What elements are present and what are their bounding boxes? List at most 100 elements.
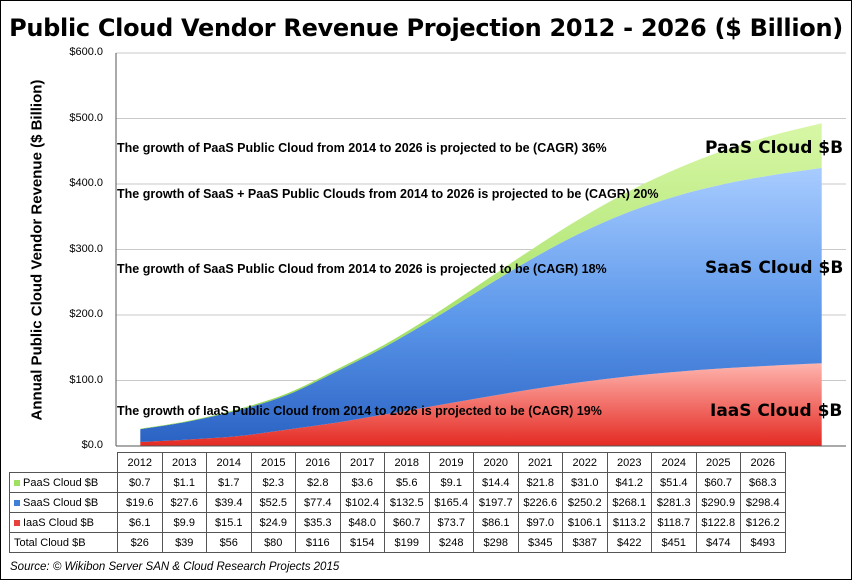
table-cell: $1.1 bbox=[161, 472, 207, 493]
table-cell: $102.4 bbox=[339, 492, 385, 513]
table-cell: $39.4 bbox=[206, 492, 252, 513]
table-cell: $80 bbox=[250, 532, 296, 553]
table-row-label: IaaS Cloud $B bbox=[9, 512, 118, 533]
table-row: IaaS Cloud $B $6.1 $9.9 $15.1 $24.9 $35.3 $48.… bbox=[9, 512, 786, 533]
x-tick-label: 2013 bbox=[161, 452, 207, 473]
table-cell: $268.1 bbox=[606, 492, 652, 513]
legend-swatch bbox=[14, 519, 20, 526]
table-cell: $14.4 bbox=[473, 472, 519, 493]
annotation-saas-growth: The growth of SaaS Public Cloud from 201… bbox=[117, 262, 607, 276]
table-cell: $15.1 bbox=[206, 512, 252, 533]
table-cell: $250.2 bbox=[562, 492, 608, 513]
table-row: PaaS Cloud $B $0.7 $1.1 $1.7 $2.3 $2.8 $3.6 $5.… bbox=[9, 472, 786, 493]
table-row-label: PaaS Cloud $B bbox=[9, 472, 118, 493]
table-cell: $9.9 bbox=[161, 512, 207, 533]
table-cell: $298.4 bbox=[740, 492, 786, 513]
table-cell: $493 bbox=[740, 532, 786, 553]
table-cell: $19.6 bbox=[117, 492, 163, 513]
source-note: Source: © Wikibon Server SAN & Cloud Res… bbox=[10, 561, 340, 573]
x-tick-label: 2021 bbox=[517, 452, 563, 473]
table-cell: $27.6 bbox=[161, 492, 207, 513]
table-cell: $298 bbox=[473, 532, 519, 553]
table-cell: $48.0 bbox=[339, 512, 385, 533]
table-row-label: Total Cloud $B bbox=[9, 532, 118, 553]
table-cell: $60.7 bbox=[384, 512, 430, 533]
table-cell: $113.2 bbox=[606, 512, 652, 533]
table-cell: $60.7 bbox=[695, 472, 741, 493]
table-cell: $122.8 bbox=[695, 512, 741, 533]
table-cell: $73.7 bbox=[428, 512, 474, 533]
x-tick-label: 2024 bbox=[651, 452, 697, 473]
table-cell: $41.2 bbox=[606, 472, 652, 493]
table-row: SaaS Cloud $B $19.6 $27.6 $39.4 $52.5 $77.4 $1… bbox=[9, 492, 786, 513]
chart-title: Public Cloud Vendor Revenue Projection 2… bbox=[9, 14, 843, 42]
table-cell: $116 bbox=[295, 532, 341, 553]
table-cell: $106.1 bbox=[562, 512, 608, 533]
table-cell: $387 bbox=[562, 532, 608, 553]
table-cell: $0.7 bbox=[117, 472, 163, 493]
y-tick-label: $400.0 bbox=[69, 177, 103, 189]
table-cell: $56 bbox=[206, 532, 252, 553]
legend-swatch bbox=[14, 499, 20, 506]
table-cell: $77.4 bbox=[295, 492, 341, 513]
table-cell: $2.8 bbox=[295, 472, 341, 493]
legend-swatch bbox=[14, 479, 20, 486]
annotation-saas-paas-growth: The growth of SaaS + PaaS Public Clouds … bbox=[117, 187, 659, 201]
table-row: Total Cloud $B $26 $39 $56 $80 $116 $154 $199 $2… bbox=[9, 532, 786, 553]
x-tick-label: 2014 bbox=[206, 452, 252, 473]
x-tick-label: 2020 bbox=[473, 452, 519, 473]
area-label-saas: SaaS Cloud $B bbox=[705, 258, 844, 278]
x-tick-label: 2019 bbox=[428, 452, 474, 473]
table-header-row: 2012 2013 2014 2015 2016 2017 2018 2019 2020 2021… bbox=[10, 452, 786, 473]
y-tick-label: $0.0 bbox=[81, 439, 103, 451]
x-tick-label: 2017 bbox=[339, 452, 385, 473]
y-tick-label: $600.0 bbox=[69, 46, 103, 58]
table-cell: $9.1 bbox=[428, 472, 474, 493]
data-table: 2012 2013 2014 2015 2016 2017 2018 2019 2020 2021… bbox=[9, 452, 786, 553]
x-tick-label: 2015 bbox=[250, 452, 296, 473]
table-cell: $165.4 bbox=[428, 492, 474, 513]
table-cell: $24.9 bbox=[250, 512, 296, 533]
table-cell: $39 bbox=[161, 532, 207, 553]
table-cell: $52.5 bbox=[250, 492, 296, 513]
table-cell: $290.9 bbox=[695, 492, 741, 513]
annotation-paas-growth: The growth of PaaS Public Cloud from 201… bbox=[117, 141, 607, 155]
x-tick-label: 2016 bbox=[295, 452, 341, 473]
annotation-iaas-growth: The growth of IaaS Public Cloud from 201… bbox=[117, 404, 602, 418]
table-cell: $35.3 bbox=[295, 512, 341, 533]
table-cell: $451 bbox=[651, 532, 697, 553]
x-tick-label: 2023 bbox=[606, 452, 652, 473]
table-cell: $51.4 bbox=[651, 472, 697, 493]
table-cell: $68.3 bbox=[740, 472, 786, 493]
table-cell: $97.0 bbox=[517, 512, 563, 533]
table-cell: $226.6 bbox=[517, 492, 563, 513]
table-cell: $2.3 bbox=[250, 472, 296, 493]
area-label-paas: PaaS Cloud $B bbox=[705, 138, 844, 158]
table-cell: $345 bbox=[517, 532, 563, 553]
table-cell: $5.6 bbox=[384, 472, 430, 493]
y-tick-label: $500.0 bbox=[69, 111, 103, 124]
y-tick-label: $100.0 bbox=[69, 373, 103, 386]
chart-plot bbox=[115, 52, 846, 447]
table-cell: $1.7 bbox=[206, 472, 252, 493]
area-iaas bbox=[140, 363, 822, 446]
table-cell: $422 bbox=[606, 532, 652, 553]
table-cell: $199 bbox=[384, 532, 430, 553]
table-cell: $474 bbox=[695, 532, 741, 553]
table-cell: $21.8 bbox=[517, 472, 563, 493]
area-label-iaas: IaaS Cloud $B bbox=[710, 401, 843, 421]
table-cell: $132.5 bbox=[384, 492, 430, 513]
table-corner bbox=[10, 453, 118, 473]
table-cell: $118.7 bbox=[651, 512, 697, 533]
axes bbox=[115, 53, 846, 447]
table-cell: $126.2 bbox=[740, 512, 786, 533]
table-cell: $6.1 bbox=[117, 512, 163, 533]
x-tick-label: 2022 bbox=[562, 452, 608, 473]
table-cell: $26 bbox=[117, 532, 163, 553]
table-cell: $31.0 bbox=[562, 472, 608, 493]
x-tick-label: 2026 bbox=[740, 452, 786, 473]
table-row-label: SaaS Cloud $B bbox=[9, 492, 118, 513]
x-tick-label: 2025 bbox=[695, 452, 741, 473]
x-tick-label: 2018 bbox=[384, 452, 430, 473]
table-cell: $3.6 bbox=[339, 472, 385, 493]
